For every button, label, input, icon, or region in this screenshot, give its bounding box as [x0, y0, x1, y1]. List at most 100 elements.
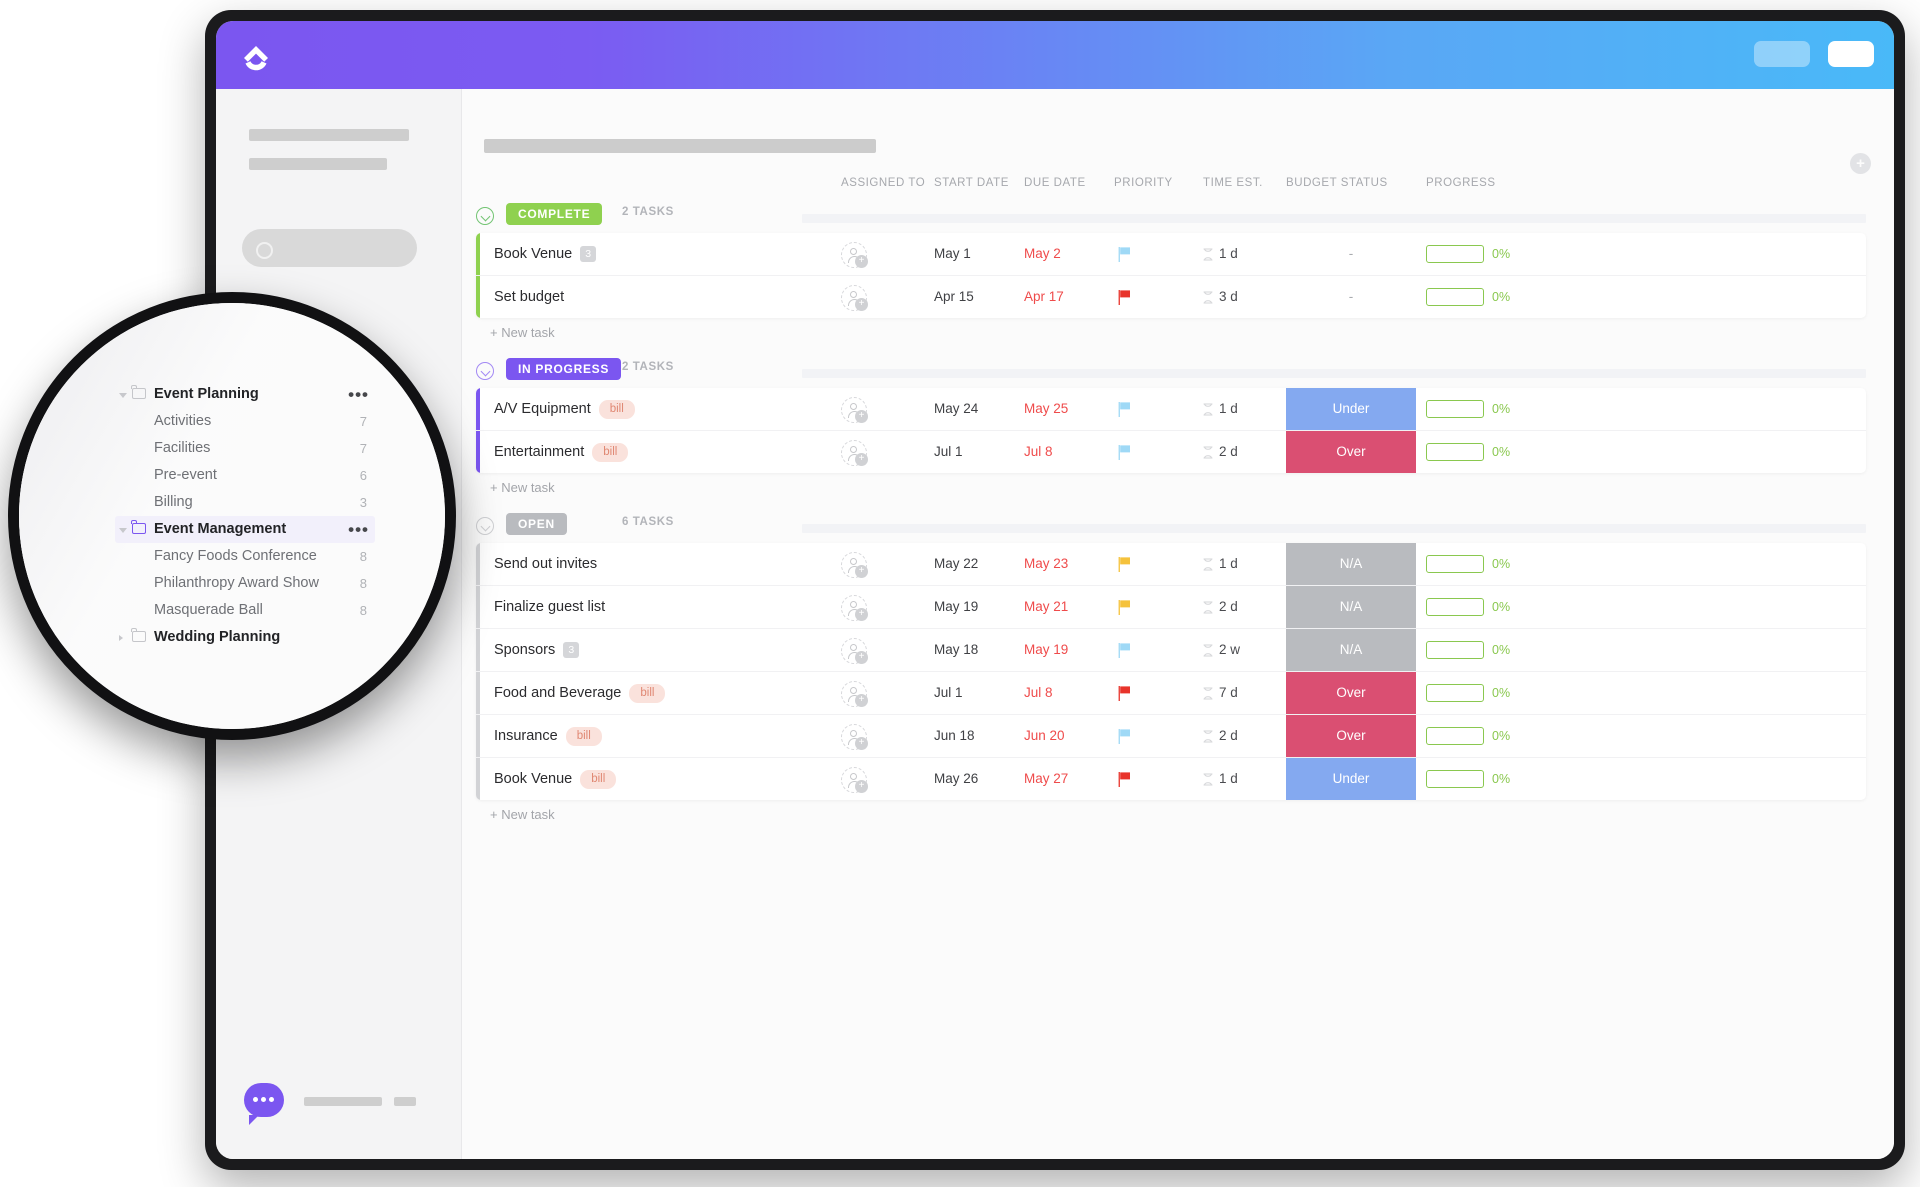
due-date-cell[interactable]: May 25 [1024, 401, 1069, 416]
task-tag[interactable]: bill [629, 683, 666, 703]
add-column-button[interactable]: + [1850, 153, 1871, 174]
assign-user-button[interactable]: + [841, 681, 868, 707]
start-date-cell[interactable]: May 1 [934, 246, 971, 261]
priority-flag-icon[interactable] [1118, 290, 1131, 305]
assign-user-button[interactable]: + [841, 724, 868, 750]
task-name[interactable]: Book Venue [494, 771, 573, 787]
sidebar-item-menu-icon[interactable]: ••• [348, 520, 369, 539]
assign-user-button[interactable]: + [841, 767, 868, 793]
sidebar-item-masquerade-ball[interactable]: Masquerade Ball 8 [115, 597, 375, 624]
due-date-cell[interactable]: May 2 [1024, 246, 1061, 261]
assigned-to-cell[interactable]: + [841, 543, 901, 585]
task-name[interactable]: Sponsors [494, 642, 556, 658]
column-header-due-date[interactable]: DUE DATE [1024, 177, 1086, 189]
time-estimate-cell[interactable]: 2 d [1203, 586, 1238, 628]
task-tag[interactable]: bill [592, 442, 629, 462]
task-tag[interactable]: bill [580, 769, 617, 789]
assigned-to-cell[interactable]: + [841, 715, 901, 757]
table-row[interactable]: Book Venue bill + May 26 May 27 1 d Under 0% [476, 758, 1866, 800]
task-name[interactable]: Food and Beverage [494, 685, 622, 701]
table-row[interactable]: Book Venue 3 + May 1 May 2 1 d - 0% [476, 233, 1866, 276]
task-tag[interactable]: bill [565, 726, 602, 746]
priority-flag-icon[interactable] [1118, 643, 1131, 658]
new-task-button[interactable]: + New task [490, 480, 555, 495]
start-date-cell[interactable]: Jul 1 [934, 444, 963, 459]
assigned-to-cell[interactable]: + [841, 388, 901, 430]
time-estimate-cell[interactable]: 1 d [1203, 758, 1238, 800]
progress-bar[interactable] [1426, 443, 1484, 461]
task-name-cell[interactable]: Entertainment bill [494, 431, 629, 473]
budget-status-cell[interactable]: Under [1286, 388, 1416, 430]
search-input[interactable] [242, 229, 417, 267]
priority-cell[interactable] [1116, 276, 1156, 318]
due-date-cell[interactable]: May 23 [1024, 556, 1069, 571]
topbar-action-button-2[interactable] [1828, 41, 1874, 67]
group-status-badge[interactable]: OPEN [506, 513, 567, 535]
due-date-cell[interactable]: Jul 8 [1024, 685, 1053, 700]
budget-status-cell[interactable]: - [1348, 246, 1354, 261]
due-date-cell[interactable]: May 27 [1024, 771, 1069, 786]
assigned-to-cell[interactable]: + [841, 586, 901, 628]
assigned-to-cell[interactable]: + [841, 276, 901, 318]
sidebar-item-event-management[interactable]: Event Management ••• [115, 516, 375, 543]
time-estimate-cell[interactable]: 2 w [1203, 629, 1240, 671]
progress-bar[interactable] [1426, 400, 1484, 418]
chevron-right-icon[interactable] [119, 635, 123, 641]
task-name-cell[interactable]: Insurance bill [494, 715, 602, 757]
task-name[interactable]: Insurance [494, 728, 558, 744]
time-estimate-cell[interactable]: 3 d [1203, 276, 1238, 318]
task-name-cell[interactable]: Food and Beverage bill [494, 672, 666, 714]
due-date-cell[interactable]: Jul 8 [1024, 444, 1053, 459]
priority-cell[interactable] [1116, 715, 1156, 757]
due-date-cell[interactable]: Jun 20 [1024, 728, 1065, 743]
chevron-down-icon[interactable] [119, 393, 127, 398]
table-row[interactable]: Insurance bill + Jun 18 Jun 20 2 d Over 0% [476, 715, 1866, 758]
priority-flag-icon[interactable] [1118, 600, 1131, 615]
task-name[interactable]: A/V Equipment [494, 401, 591, 417]
budget-status-cell[interactable]: - [1348, 289, 1354, 304]
priority-cell[interactable] [1116, 233, 1156, 275]
table-row[interactable]: Set budget + Apr 15 Apr 17 3 d - 0% [476, 276, 1866, 318]
sidebar-item-event-planning[interactable]: Event Planning ••• [115, 381, 375, 408]
table-row[interactable]: Food and Beverage bill + Jul 1 Jul 8 7 d Over 0… [476, 672, 1866, 715]
table-row[interactable]: Sponsors 3 + May 18 May 19 2 w N/A 0% [476, 629, 1866, 672]
assigned-to-cell[interactable]: + [841, 233, 901, 275]
collapse-group-toggle[interactable] [476, 362, 494, 380]
sidebar-item-menu-icon[interactable]: ••• [348, 385, 369, 404]
task-name[interactable]: Set budget [494, 289, 565, 305]
priority-flag-icon[interactable] [1118, 557, 1131, 572]
time-estimate-cell[interactable]: 7 d [1203, 672, 1238, 714]
assigned-to-cell[interactable]: + [841, 629, 901, 671]
task-name[interactable]: Book Venue [494, 246, 573, 262]
task-name-cell[interactable]: Book Venue bill [494, 758, 617, 800]
priority-flag-icon[interactable] [1118, 247, 1131, 262]
start-date-cell[interactable]: May 26 [934, 771, 979, 786]
budget-status-cell[interactable]: Under [1286, 758, 1416, 800]
column-header-budget-status[interactable]: BUDGET STATUS [1286, 177, 1388, 189]
column-header-priority[interactable]: PRIORITY [1114, 177, 1173, 189]
priority-cell[interactable] [1116, 543, 1156, 585]
progress-bar[interactable] [1426, 641, 1484, 659]
task-name-cell[interactable]: A/V Equipment bill [494, 388, 635, 430]
column-header-time-est[interactable]: TIME EST. [1203, 177, 1263, 189]
budget-status-cell[interactable]: N/A [1286, 543, 1416, 585]
task-name-cell[interactable]: Set budget [494, 276, 564, 318]
sidebar-item-fancy-foods-conference[interactable]: Fancy Foods Conference 8 [115, 543, 375, 570]
budget-status-cell[interactable]: Over [1286, 672, 1416, 714]
assigned-to-cell[interactable]: + [841, 431, 901, 473]
start-date-cell[interactable]: Jul 1 [934, 685, 963, 700]
start-date-cell[interactable]: Apr 15 [934, 289, 974, 304]
assign-user-button[interactable]: + [841, 397, 868, 423]
due-date-cell[interactable]: May 21 [1024, 599, 1069, 614]
table-row[interactable]: Finalize guest list + May 19 May 21 2 d N/A 0% [476, 586, 1866, 629]
progress-bar[interactable] [1426, 684, 1484, 702]
start-date-cell[interactable]: May 22 [934, 556, 979, 571]
table-row[interactable]: Send out invites + May 22 May 23 1 d N/A 0% [476, 543, 1866, 586]
priority-flag-icon[interactable] [1118, 686, 1131, 701]
due-date-cell[interactable]: Apr 17 [1024, 289, 1064, 304]
start-date-cell[interactable]: Jun 18 [934, 728, 975, 743]
priority-cell[interactable] [1116, 388, 1156, 430]
priority-cell[interactable] [1116, 672, 1156, 714]
priority-cell[interactable] [1116, 629, 1156, 671]
chat-bubble-icon[interactable] [244, 1083, 284, 1125]
